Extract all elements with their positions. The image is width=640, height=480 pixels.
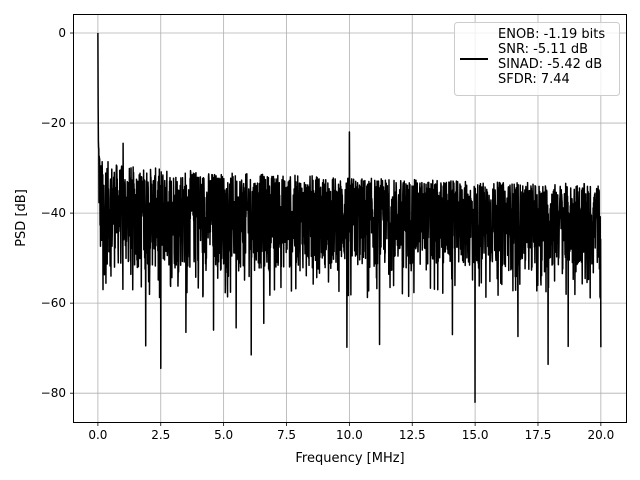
y-tick-label: −80 — [41, 386, 66, 400]
legend-entry-label: ENOB: -1.19 bits SNR: -5.11 dB SINAD: -5.4… — [498, 27, 605, 87]
y-tick-label: −20 — [41, 116, 66, 130]
psd-trace-group — [97, 33, 602, 403]
y-tick-label: 0 — [58, 26, 66, 40]
y-axis-ticks: 0 −20 −40 −60 −80 — [41, 26, 74, 400]
y-tick-label: −40 — [41, 206, 66, 220]
legend-box — [454, 22, 620, 96]
x-tick-label: 20.0 — [587, 428, 614, 442]
x-tick-label: 2.5 — [151, 428, 170, 442]
legend-text-line: SFDR: 7.44 — [498, 72, 570, 87]
x-tick-label: 17.5 — [525, 428, 552, 442]
x-axis-ticks: 0.0 2.5 5.0 7.5 10.0 12.5 15.0 17.5 20.0 — [88, 422, 614, 442]
y-tick-label: −60 — [41, 296, 66, 310]
legend-text-line: SNR: -5.11 dB — [498, 42, 588, 57]
plot-frame — [73, 14, 627, 423]
legend: ENOB: -1.19 bits SNR: -5.11 dB SINAD: -5.4… — [454, 22, 620, 96]
y-axis-label: PSD [dB] — [14, 189, 29, 247]
x-tick-label: 12.5 — [399, 428, 426, 442]
psd-series-line — [97, 33, 602, 403]
x-tick-label: 7.5 — [277, 428, 296, 442]
x-axis-label: Frequency [MHz] — [295, 451, 404, 466]
x-tick-label: 10.0 — [336, 428, 363, 442]
x-tick-label: 15.0 — [462, 428, 489, 442]
x-tick-label: 0.0 — [88, 428, 107, 442]
x-tick-label: 5.0 — [214, 428, 233, 442]
legend-text-line: SINAD: -5.42 dB — [498, 57, 602, 72]
legend-text-line: ENOB: -1.19 bits — [498, 27, 605, 42]
